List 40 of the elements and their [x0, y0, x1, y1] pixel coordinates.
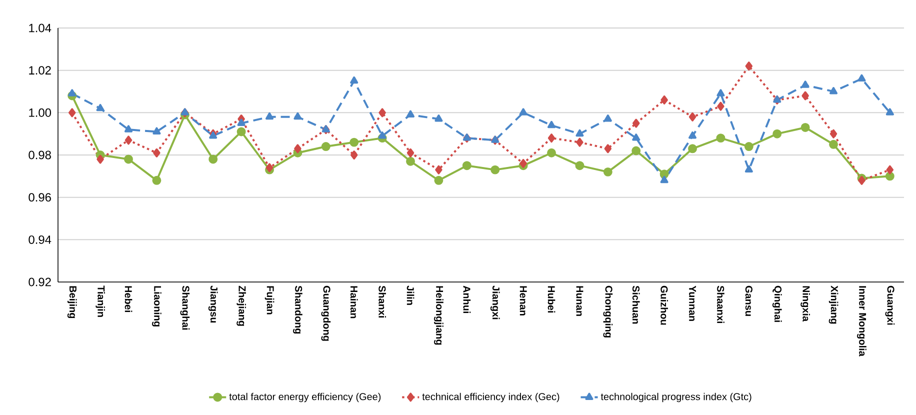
y-tick-label: 0.92 [28, 278, 51, 286]
x-tick-label: Sichuan [632, 286, 640, 324]
legend-label: total factor energy efficiency (Gee) [229, 392, 381, 402]
x-tick-label: Beijing [67, 286, 77, 318]
x-tick-label: Shandong [293, 286, 302, 334]
x-tick-label: Shanghai [180, 286, 190, 330]
x-tick-label: Qinghai [772, 286, 782, 322]
x-tick-label: Fujian [264, 286, 274, 314]
x-tick-label: Xinjiang [828, 286, 838, 324]
x-tick-label: Yunnan [689, 286, 696, 321]
x-tick-label: Jilin [406, 286, 414, 305]
y-tick-label: 1.00 [29, 108, 52, 117]
legend-label: technical efficiency index (Gec) [422, 392, 560, 402]
x-tick-label: Hebei [124, 286, 132, 312]
x-tick-label: Hunan [576, 286, 584, 316]
y-tick-label: 0.96 [28, 193, 51, 202]
x-tick-label: Shaanxi [717, 286, 724, 324]
x-tick-label: Gansu [745, 286, 752, 316]
x-tick-label: Hubei [548, 286, 556, 312]
x-tick-label: Anhui [463, 286, 471, 314]
y-tick-label: 0.98 [28, 150, 51, 160]
x-tick-label: Guangdong [321, 286, 331, 341]
x-tick-label: Chongqing [603, 286, 613, 338]
x-tick-label: Shanxi [378, 286, 386, 318]
y-tick-label: 0.94 [28, 235, 52, 244]
x-tick-label: Heilongjiang [434, 286, 444, 345]
x-tick-label: Tianjin [96, 286, 105, 317]
y-tick-label: 1.04 [29, 24, 52, 32]
x-tick-label: Henan [520, 286, 527, 316]
x-tick-label: Jiangxi [490, 286, 500, 320]
y-tick-label: 1.02 [29, 66, 51, 75]
x-tick-label: Hainan [350, 286, 358, 318]
x-tick-label: Jiangsu [208, 286, 218, 323]
x-tick-label: Inner Mongolia [857, 286, 866, 356]
x-tick-label: Liaoning [152, 286, 162, 326]
legend-label: technological progress index (Gtc) [600, 392, 752, 402]
x-tick-label: Zhejiang [236, 286, 246, 326]
x-tick-label: Guangxi [885, 286, 895, 325]
x-tick-label: Ningxia [800, 286, 810, 322]
x-tick-label: Guizhou [660, 286, 668, 325]
